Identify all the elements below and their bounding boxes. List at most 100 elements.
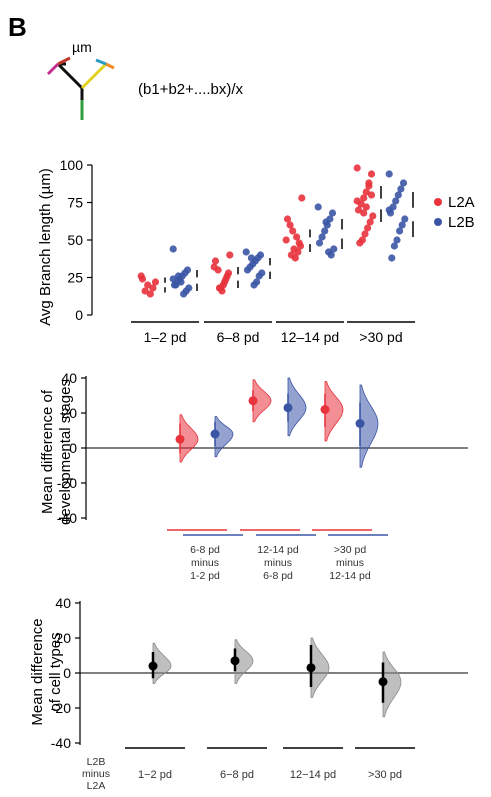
- p1-point-l2a: [365, 179, 373, 187]
- p1-point-l2a: [283, 215, 292, 223]
- p1-point-l2a: [293, 233, 301, 241]
- p2-comparison-label: >30 pd: [334, 544, 367, 556]
- legend-l2a-label: L2A: [448, 194, 475, 211]
- p1-point-l2a: [360, 194, 368, 202]
- p1-category-label: 6–8 pd: [217, 329, 260, 345]
- p2-comparison-label: 6-8 pd: [190, 544, 220, 556]
- p1-point-l2b: [396, 227, 404, 235]
- p1-whisker-gap: [268, 265, 272, 272]
- p1-point-l2b: [399, 179, 408, 187]
- p1-point-l2b: [242, 248, 250, 256]
- p1-point-l2b: [315, 239, 324, 247]
- p1-point-l2a: [144, 281, 152, 289]
- schematic-formula: (b1+b2+....bx)/x: [138, 81, 244, 98]
- p1-point-l2b: [314, 203, 322, 211]
- schematic-unit: µm: [72, 39, 92, 55]
- p2-y-tick-label: -20: [57, 475, 77, 491]
- p2-l2a-distribution: [252, 379, 272, 423]
- p1-point-l2a: [289, 227, 297, 235]
- p2-l2b-distribution: [359, 384, 379, 468]
- p2-l2a-distribution: [179, 414, 199, 463]
- p1-point-l2b: [169, 275, 177, 283]
- legend-l2b-label: L2B: [448, 214, 475, 231]
- p2-comparison-label: minus: [264, 557, 292, 569]
- p3-row-label: L2A: [87, 780, 106, 792]
- branch-schematic: µm (b1+b2+....bx)/x: [46, 39, 244, 120]
- p2-marks: [175, 377, 379, 468]
- p1-point-l2a: [362, 188, 370, 196]
- p1-whisker-gap: [340, 229, 344, 239]
- p3-y-axis: 40 20 0 -20 -40: [51, 595, 468, 751]
- p1-point-l2b: [180, 290, 188, 298]
- p3-y-tick-label: -20: [51, 700, 71, 716]
- p2-y-tick-label: 0: [69, 440, 77, 456]
- p1-point-l2b: [318, 233, 326, 241]
- p1-point-l2a: [138, 275, 147, 283]
- p2-l2b-mean: [210, 429, 220, 439]
- p1-point-l2b: [388, 254, 396, 262]
- p2-ylabel-line1: Mean difference of: [39, 389, 56, 514]
- p1-category-label: >30 pd: [359, 329, 402, 345]
- p2-y-tick-label: 20: [61, 405, 77, 421]
- p1-point-l2a: [223, 272, 231, 280]
- panel-label: B: [8, 12, 27, 42]
- legend-l2b-marker: [434, 218, 442, 226]
- p2-y-axis: 40 20 0 -20 -40: [57, 370, 468, 526]
- p3-marks: [148, 637, 402, 718]
- p1-point-l2b: [174, 272, 182, 280]
- p3-diff-distribution: [234, 639, 254, 684]
- p2-l2b-mean: [355, 419, 365, 428]
- p1-point-l2a: [290, 245, 298, 253]
- p1-point-l2a: [287, 251, 295, 259]
- p3-y-tick-label: -40: [51, 735, 71, 751]
- p2-l2b-distribution: [214, 416, 234, 458]
- p1-category-label: 1–2 pd: [144, 329, 187, 345]
- p3-row-label: minus: [82, 768, 110, 780]
- p3-diff-distribution: [382, 651, 402, 718]
- p1-point-l2b: [255, 272, 263, 280]
- p3-diff-distribution: [152, 642, 172, 684]
- p1-point-l2a: [366, 218, 374, 226]
- p1-point-l2a: [215, 284, 223, 292]
- p1-category-label: 12–14 pd: [281, 329, 339, 345]
- p1-point-l2b: [385, 206, 393, 214]
- p1-point-l2a: [149, 284, 157, 292]
- p1-point-l2a: [282, 236, 290, 244]
- p1-point-l2b: [390, 242, 398, 250]
- p1-point-l2b: [250, 281, 258, 289]
- p1-point-l2b: [392, 197, 400, 205]
- p1-point-l2b: [394, 191, 402, 199]
- p2-l2a-mean: [320, 405, 330, 414]
- p2-l2b-distribution: [287, 377, 307, 437]
- p1-whisker-gap: [236, 274, 240, 281]
- p1-whisker-gap: [195, 277, 199, 284]
- p1-point-l2b: [247, 254, 255, 262]
- p1-point-l2a: [367, 170, 376, 178]
- p1-y-tick-label: 50: [67, 232, 83, 248]
- p1-point-l2b: [325, 248, 333, 256]
- p1-point-l2a: [353, 164, 361, 172]
- p1-point-l2a: [151, 278, 160, 286]
- p3-ylabel-line2: of cell types: [47, 632, 64, 711]
- p1-whisker-gap: [163, 282, 167, 288]
- p3-y-tick-label: 20: [55, 630, 71, 646]
- p1-y-tick-label: 25: [67, 270, 83, 286]
- p1-y-tick-label: 75: [67, 195, 83, 211]
- p2-y-tick-label: -40: [57, 510, 77, 526]
- p2-comparison-label: minus: [336, 557, 364, 569]
- p2-l2b-mean: [283, 403, 293, 413]
- p3-row-label: L2B: [87, 756, 106, 768]
- p1-point-l2b: [401, 215, 409, 223]
- p1-point-l2a: [364, 224, 372, 232]
- p3-category-label: 1−2 pd: [138, 769, 172, 781]
- p1-point-l2a: [295, 239, 303, 247]
- p1-point-l2b: [393, 236, 401, 244]
- p3-category-label: 6−8 pd: [220, 769, 254, 781]
- p1-legend: L2A L2B: [434, 194, 475, 231]
- branch-length-chart: Avg Branch length (µm) 0 25 50 75 100 1–2 pd…: [37, 157, 475, 345]
- p1-point-l2a: [356, 239, 364, 247]
- p1-point-l2b: [398, 221, 406, 229]
- p1-point-l2a: [286, 221, 294, 229]
- p1-point-l2b: [328, 209, 337, 217]
